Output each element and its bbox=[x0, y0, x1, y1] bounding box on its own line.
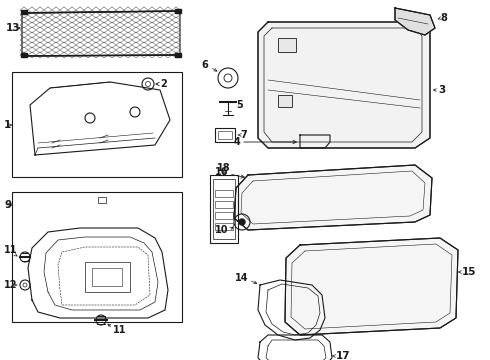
Text: 11: 11 bbox=[113, 325, 126, 335]
Bar bbox=[175, 53, 181, 57]
Bar bbox=[85, 262, 130, 292]
Bar bbox=[175, 9, 181, 13]
Text: 5: 5 bbox=[236, 100, 243, 110]
Bar bbox=[213, 179, 235, 239]
Polygon shape bbox=[234, 165, 432, 230]
Text: 8: 8 bbox=[440, 13, 447, 23]
Text: 4: 4 bbox=[233, 137, 240, 147]
Text: 7: 7 bbox=[240, 130, 247, 140]
Text: 11: 11 bbox=[4, 245, 18, 255]
Bar bbox=[218, 131, 232, 139]
Bar bbox=[278, 38, 296, 52]
Bar bbox=[215, 128, 235, 142]
Polygon shape bbox=[258, 22, 430, 148]
Text: 12: 12 bbox=[4, 280, 18, 290]
Bar bbox=[21, 10, 27, 14]
Bar bbox=[215, 190, 233, 197]
Text: 3: 3 bbox=[438, 85, 445, 95]
Text: 13: 13 bbox=[6, 23, 21, 33]
Polygon shape bbox=[395, 8, 435, 35]
Bar bbox=[12, 72, 182, 177]
Text: 10: 10 bbox=[215, 225, 228, 235]
Bar bbox=[215, 212, 233, 219]
Circle shape bbox=[239, 219, 245, 225]
Text: 2: 2 bbox=[156, 79, 167, 89]
Text: 15: 15 bbox=[462, 267, 476, 277]
Text: 9: 9 bbox=[4, 200, 11, 210]
Text: 1: 1 bbox=[4, 120, 11, 130]
Bar bbox=[278, 95, 292, 107]
Text: 17: 17 bbox=[336, 351, 351, 360]
Text: 14: 14 bbox=[235, 273, 248, 283]
Bar bbox=[210, 175, 238, 243]
Text: 18: 18 bbox=[217, 163, 231, 173]
Bar bbox=[98, 197, 106, 203]
Bar bbox=[12, 192, 182, 322]
Bar bbox=[215, 201, 233, 208]
Text: 6: 6 bbox=[201, 60, 208, 70]
Text: 16: 16 bbox=[215, 167, 228, 177]
Bar bbox=[215, 223, 233, 230]
Bar bbox=[21, 53, 27, 57]
Bar bbox=[92, 268, 122, 286]
Polygon shape bbox=[285, 238, 458, 335]
